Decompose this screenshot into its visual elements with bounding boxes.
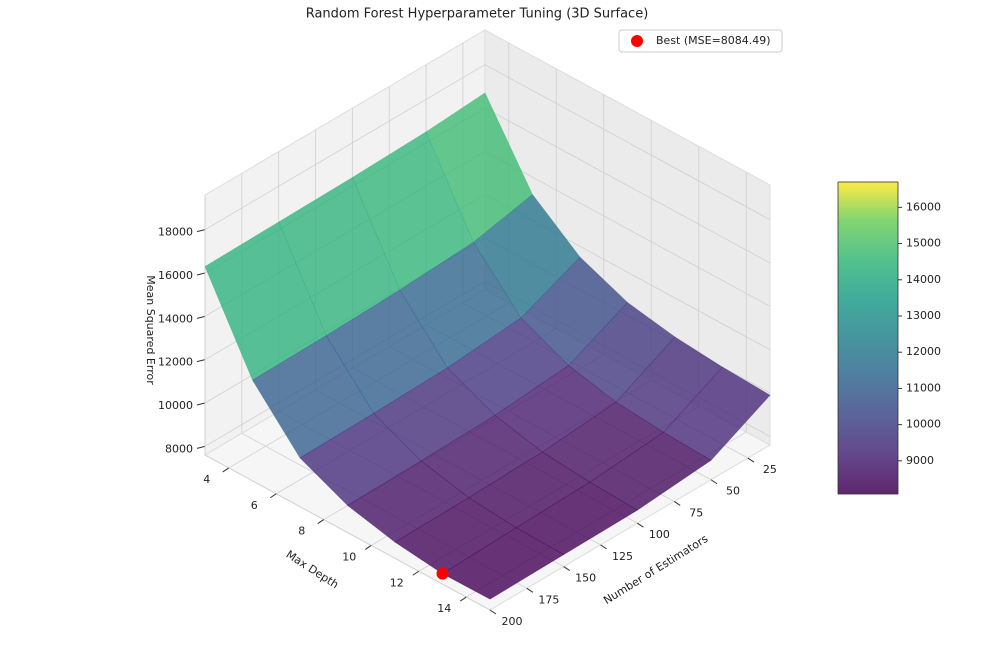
grid-line: [204, 64, 486, 231]
colorbar-tick-label: 10000: [906, 418, 941, 431]
y-tick: [459, 596, 467, 602]
y-tick: [364, 545, 372, 550]
z-tick-label: 14000: [158, 312, 193, 325]
z-tick: [196, 445, 206, 449]
surface-face: [441, 527, 565, 600]
grid-line: [484, 64, 771, 221]
y-tick: [222, 467, 230, 473]
y-tick: [317, 519, 325, 524]
surface: [204, 92, 771, 600]
x-tick: [710, 479, 718, 485]
y-tick-label: 4: [203, 473, 210, 486]
best-point: [436, 567, 449, 580]
x-tick-label: 25: [763, 463, 777, 476]
z-tick-label: 18000: [158, 226, 193, 239]
legend-marker: [631, 35, 643, 47]
colorbar-tick-label: 11000: [906, 381, 941, 394]
legend-label: Best (MSE=8084.49): [656, 34, 771, 47]
grid-line: [484, 150, 771, 307]
x-tick-label: 200: [502, 615, 523, 628]
x-tick-label: 125: [612, 550, 633, 563]
y-tick: [269, 493, 277, 499]
z-tick: [196, 359, 206, 363]
z-tick: [196, 315, 206, 319]
x-tick: [673, 501, 681, 506]
x-tick-label: 175: [538, 593, 559, 606]
colorbar-tick-label: 13000: [906, 309, 941, 322]
z-tick: [196, 272, 206, 276]
y-tick-label: 12: [390, 576, 404, 589]
z-tick-label: 8000: [165, 442, 193, 455]
z-axis-label: Mean Squared Error: [144, 275, 157, 385]
x-tick: [489, 609, 497, 615]
x-tick: [526, 587, 534, 593]
z-tick: [196, 229, 206, 233]
x-tick: [563, 566, 570, 571]
y-axis-label: Max Depth: [284, 548, 341, 591]
colorbar: [837, 181, 899, 495]
colorbar-tick-label: 15000: [906, 237, 941, 250]
z-tick: [196, 402, 206, 406]
y-tick-label: 6: [251, 499, 258, 512]
chart-title: Random Forest Hyperparameter Tuning (3D …: [306, 7, 649, 22]
y-tick-label: 8: [298, 525, 305, 538]
legend-box: [618, 29, 783, 53]
x-tick: [600, 544, 607, 550]
colorbar-tick-label: 16000: [906, 200, 941, 213]
y-tick: [412, 570, 420, 576]
x-tick-label: 100: [649, 528, 670, 541]
z-tick-label: 10000: [158, 399, 193, 412]
z-tick-label: 16000: [158, 269, 193, 282]
colorbar-tick-label: 9000: [906, 454, 934, 467]
colorbar-tick-label: 12000: [906, 345, 941, 358]
x-tick-label: 150: [575, 572, 596, 585]
y-tick-label: 14: [437, 602, 451, 615]
grid-line: [204, 454, 491, 611]
x-tick: [637, 522, 644, 528]
x-tick-label: 50: [726, 485, 740, 498]
colorbar-tick-label: 14000: [906, 273, 941, 286]
x-tick-label: 75: [689, 506, 703, 519]
x-tick: [747, 457, 755, 463]
z-tick-label: 12000: [158, 356, 193, 369]
x-axis-label: Number of Estimators: [601, 532, 710, 607]
grid-line: [484, 107, 771, 264]
y-tick-label: 10: [342, 550, 356, 563]
